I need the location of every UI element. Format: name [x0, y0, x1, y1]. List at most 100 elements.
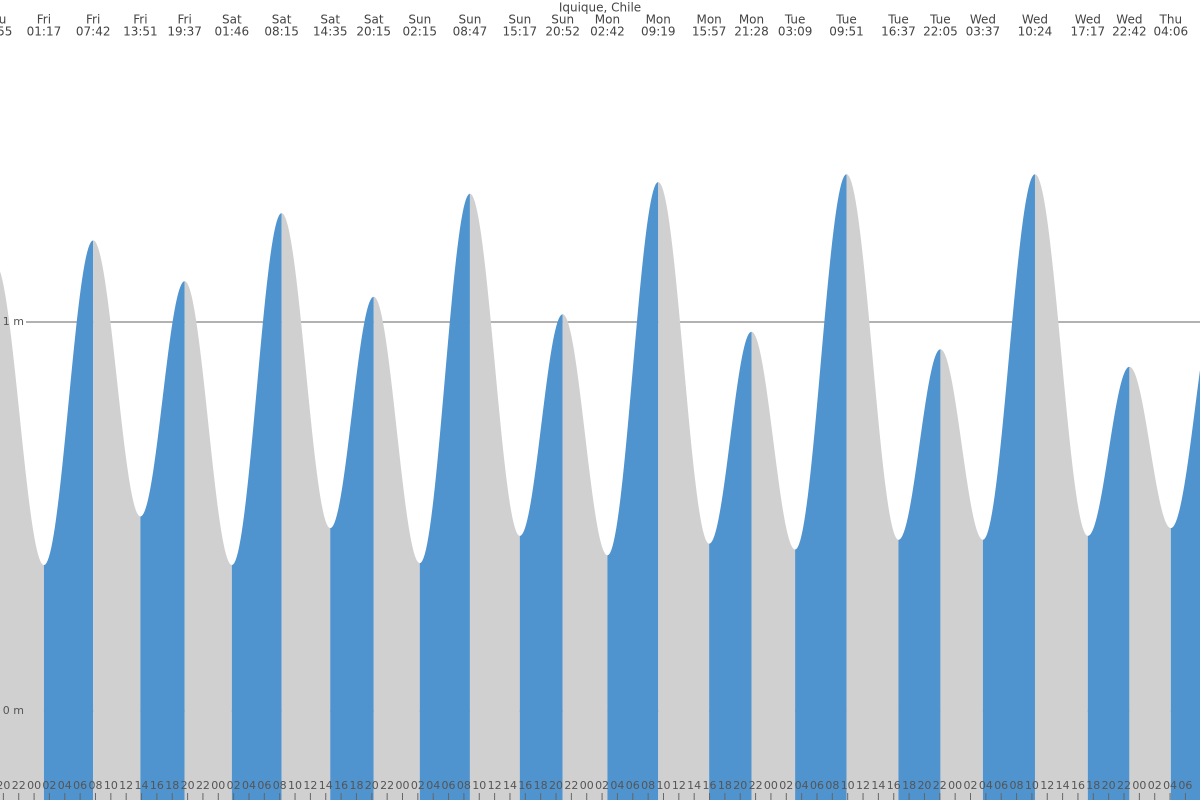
extreme-time: 18:55 — [0, 25, 12, 39]
extreme-time: 02:15 — [402, 25, 437, 39]
x-tick-label: 00 — [396, 779, 410, 792]
falling-tide-area — [1034, 174, 1088, 800]
x-tick-label: 18 — [349, 779, 363, 792]
x-tick-label: 18 — [902, 779, 916, 792]
rising-tide-area — [982, 174, 1035, 800]
extreme-time: 16:37 — [881, 25, 916, 39]
extreme-time: 21:28 — [734, 25, 769, 39]
x-tick-label: 08 — [457, 779, 471, 792]
x-tick-label: 04 — [58, 779, 72, 792]
extreme-time: 15:17 — [503, 25, 538, 39]
x-tick-label: 02 — [1148, 779, 1162, 792]
extreme-day: Thu — [1159, 13, 1183, 27]
extreme-day: Fri — [86, 13, 100, 27]
rising-tide-area — [1170, 370, 1200, 800]
extreme-time: 10:24 — [1018, 25, 1053, 39]
x-tick-label: 16 — [518, 779, 532, 792]
extreme-day: Mon — [739, 13, 764, 27]
x-tick-label: 20 — [181, 779, 195, 792]
x-tick-label: 04 — [979, 779, 993, 792]
area-layer — [0, 174, 1200, 800]
extreme-day: Fri — [37, 13, 51, 27]
falling-tide-area — [1129, 366, 1171, 800]
extreme-time: 04:06 — [1154, 25, 1189, 39]
extreme-time: 02:42 — [590, 25, 625, 39]
falling-tide-area — [562, 314, 608, 800]
x-tick-label: 00 — [948, 779, 962, 792]
rising-tide-area — [140, 281, 185, 800]
extreme-time: 03:09 — [778, 25, 813, 39]
x-tick-label: 08 — [1010, 779, 1024, 792]
rising-tide-area — [898, 349, 941, 800]
x-tick-label: 04 — [1163, 779, 1177, 792]
x-tick-label: 06 — [1178, 779, 1192, 792]
y-tick-label: 1 m — [3, 315, 24, 328]
x-tick-label: 16 — [703, 779, 717, 792]
rising-tide-area — [330, 296, 374, 800]
falling-tide-area — [184, 281, 232, 800]
x-tick-label: 00 — [1132, 779, 1146, 792]
x-tick-label: 02 — [411, 779, 425, 792]
x-tick-label: 02 — [779, 779, 793, 792]
x-tick-label: 02 — [595, 779, 609, 792]
x-tick-label: 14 — [1056, 779, 1070, 792]
extreme-day: Sun — [551, 13, 574, 27]
x-tick-label: 00 — [211, 779, 225, 792]
x-tick-label: 22 — [564, 779, 578, 792]
falling-tide-area — [469, 193, 520, 800]
x-tick-label: 14 — [503, 779, 517, 792]
x-tick-label: 16 — [150, 779, 164, 792]
extreme-day: Fri — [133, 13, 147, 27]
x-tick-label: 12 — [488, 779, 502, 792]
x-tick-label: 02 — [964, 779, 978, 792]
extreme-day: Tue — [835, 13, 857, 27]
x-tick-label: 08 — [88, 779, 102, 792]
x-tick-label: 10 — [288, 779, 302, 792]
extreme-day: Sat — [364, 13, 384, 27]
x-tick-label: 00 — [764, 779, 778, 792]
x-tick-label: 12 — [1040, 779, 1054, 792]
x-tick-label: 04 — [795, 779, 809, 792]
x-tick-label: 10 — [656, 779, 670, 792]
rising-tide-area — [607, 182, 659, 800]
x-tick-label: 12 — [119, 779, 133, 792]
extreme-time: 09:19 — [641, 25, 676, 39]
extreme-time: 13:51 — [123, 25, 158, 39]
x-tick-label: 06 — [810, 779, 824, 792]
x-tick-label: 04 — [610, 779, 624, 792]
x-tick-label: 20 — [0, 779, 10, 792]
extreme-day: Mon — [595, 13, 620, 27]
x-tick-label: 06 — [442, 779, 456, 792]
falling-tide-area — [658, 182, 710, 800]
x-tick-label: 20 — [1102, 779, 1116, 792]
x-tick-label: 18 — [1086, 779, 1100, 792]
extreme-time: 07:42 — [76, 25, 111, 39]
x-tick-label: 22 — [1117, 779, 1131, 792]
extreme-time: 09:51 — [829, 25, 864, 39]
x-tick-label: 10 — [1025, 779, 1039, 792]
extreme-day: Wed — [1022, 13, 1048, 27]
extreme-time: 01:46 — [215, 25, 250, 39]
x-tick-label: 04 — [242, 779, 256, 792]
extreme-day: Tue — [929, 13, 951, 27]
extreme-day: Fri — [178, 13, 192, 27]
x-tick-label: 20 — [733, 779, 747, 792]
x-tick-label: 14 — [687, 779, 701, 792]
x-tick-label: 06 — [626, 779, 640, 792]
x-tick-label: 16 — [887, 779, 901, 792]
x-tick-label: 22 — [380, 779, 394, 792]
x-tick-label: 14 — [135, 779, 149, 792]
extreme-time: 15:57 — [692, 25, 727, 39]
x-tick-label: 14 — [319, 779, 333, 792]
x-tick-label: 16 — [334, 779, 348, 792]
falling-tide-area — [281, 213, 331, 800]
extreme-time: 20:52 — [545, 25, 580, 39]
extreme-time: 22:05 — [923, 25, 958, 39]
extreme-time: 14:35 — [313, 25, 348, 39]
extreme-day: Mon — [646, 13, 671, 27]
extreme-time: 22:42 — [1112, 25, 1147, 39]
rising-tide-area — [231, 213, 282, 800]
chart-title: Iquique, Chile — [559, 1, 641, 15]
extreme-time: 20:15 — [356, 25, 391, 39]
